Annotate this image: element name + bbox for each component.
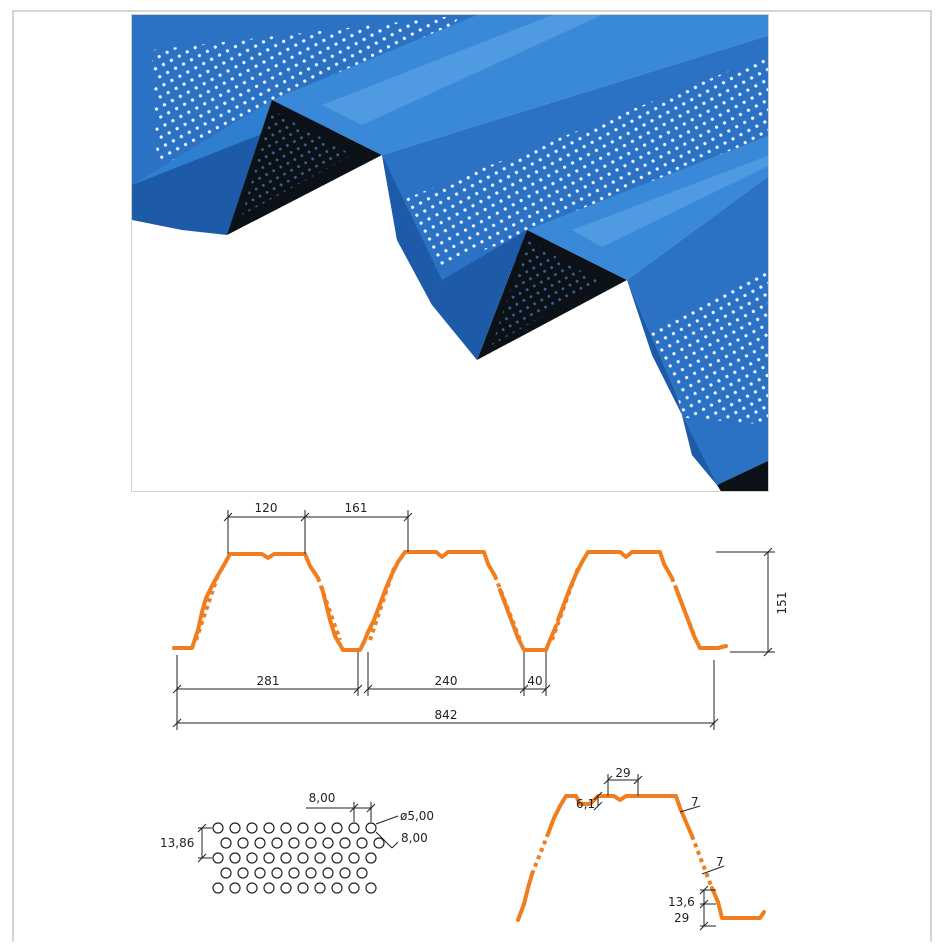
dim-hole-row-spacing: 13,86 (160, 836, 194, 850)
dim-total-width: 842 (435, 708, 458, 722)
frame-right-line (930, 10, 932, 942)
frame-left-line (12, 10, 14, 942)
dim-rib-width: 29 (615, 766, 630, 780)
dim-bottom-flange: 40 (527, 674, 542, 688)
hole-pattern (212, 822, 385, 894)
dim-bottom-len: 29 (674, 911, 689, 925)
detail-dimension-lines (593, 774, 725, 931)
hole-dimension-lines (197, 802, 399, 863)
dim-segment-b: 240 (435, 674, 458, 688)
frame-top-line (12, 10, 932, 12)
dim-hole-diameter: ø5,00 (400, 809, 434, 823)
dim-web-offset-bottom: 7 (716, 855, 724, 869)
dim-rib-depth: 6,1 (576, 797, 595, 811)
main-dimension-labels: 120 161 151 281 240 40 842 (255, 501, 789, 722)
dim-top-flange: 120 (255, 501, 278, 515)
dim-segment-a: 281 (257, 674, 280, 688)
sheet-photo (131, 14, 769, 492)
detail-dimension-labels: 29 6,1 7 7 13,6 29 (576, 766, 724, 925)
perforation-marks (194, 567, 698, 641)
dimension-lines (172, 510, 775, 730)
dim-pitch-half: 161 (345, 501, 368, 515)
dim-hole-diag-spacing: 8,00 (401, 831, 428, 845)
dim-hole-h-spacing: 8,00 (309, 791, 336, 805)
dim-web-offset-top: 7 (691, 795, 699, 809)
main-profile-line (172, 550, 728, 652)
dim-bottom-rib: 13,6 (668, 895, 695, 909)
detail-profile-line (516, 794, 766, 922)
hole-dimension-labels: 8,00 ø5,00 8,00 13,86 (160, 791, 434, 850)
dim-height: 151 (775, 592, 789, 615)
detail-perforation-marks (530, 833, 714, 889)
perforated-sheet-render-icon (132, 15, 768, 491)
